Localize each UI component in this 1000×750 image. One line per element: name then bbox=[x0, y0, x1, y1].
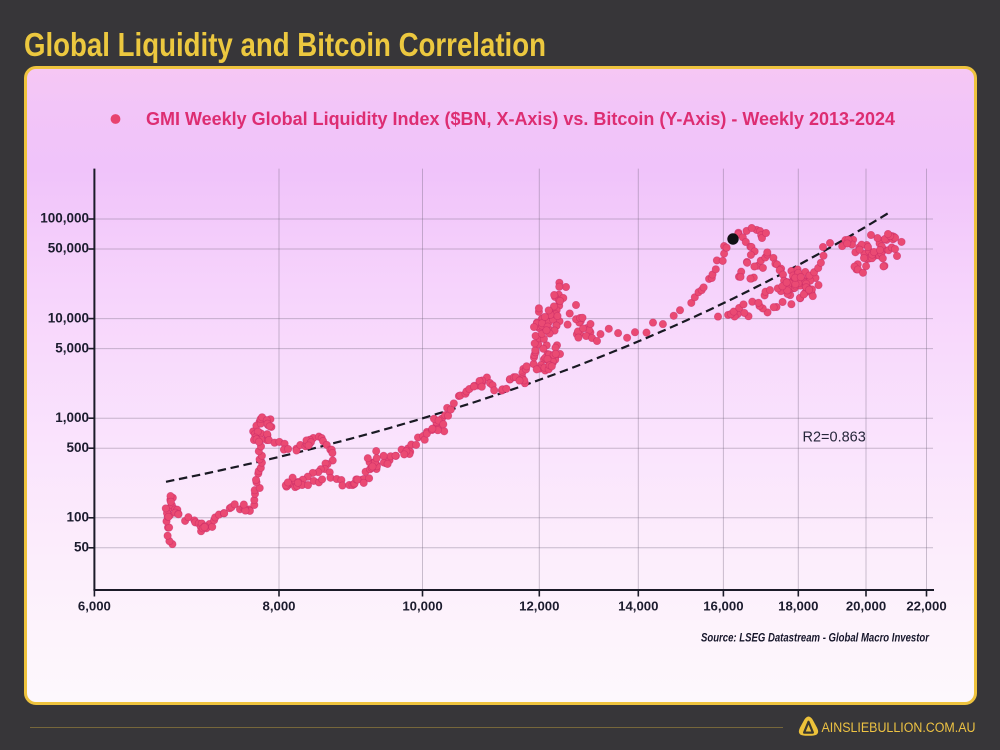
svg-text:16,000: 16,000 bbox=[703, 599, 743, 614]
svg-text:Source: LSEG Datastream - Glob: Source: LSEG Datastream - Global Macro I… bbox=[701, 633, 929, 645]
svg-text:Global Liquidity and Bitcoin C: Global Liquidity and Bitcoin Correlation bbox=[24, 26, 546, 63]
svg-text:50: 50 bbox=[74, 540, 89, 555]
svg-text:100: 100 bbox=[66, 510, 89, 525]
svg-text:500: 500 bbox=[66, 440, 89, 455]
svg-text:R2=0.863: R2=0.863 bbox=[803, 430, 866, 446]
svg-text:GMI Weekly Global Liquidity In: GMI Weekly Global Liquidity Index ($BN, … bbox=[146, 109, 895, 129]
svg-text:14,000: 14,000 bbox=[618, 599, 658, 614]
svg-text:100,000: 100,000 bbox=[40, 211, 89, 226]
svg-text:1,000: 1,000 bbox=[55, 410, 89, 425]
svg-text:AINSLIEBULLION.COM.AU: AINSLIEBULLION.COM.AU bbox=[822, 720, 976, 735]
svg-text:20,000: 20,000 bbox=[846, 599, 886, 614]
svg-text:5,000: 5,000 bbox=[55, 340, 89, 355]
svg-text:6,000: 6,000 bbox=[78, 599, 111, 614]
svg-text:10,000: 10,000 bbox=[48, 310, 89, 325]
svg-text:12,000: 12,000 bbox=[519, 599, 559, 614]
svg-text:50,000: 50,000 bbox=[48, 241, 89, 256]
svg-text:22,000: 22,000 bbox=[906, 599, 946, 614]
svg-text:10,000: 10,000 bbox=[402, 599, 442, 614]
svg-text:8,000: 8,000 bbox=[262, 599, 295, 614]
svg-text:18,000: 18,000 bbox=[778, 599, 818, 614]
